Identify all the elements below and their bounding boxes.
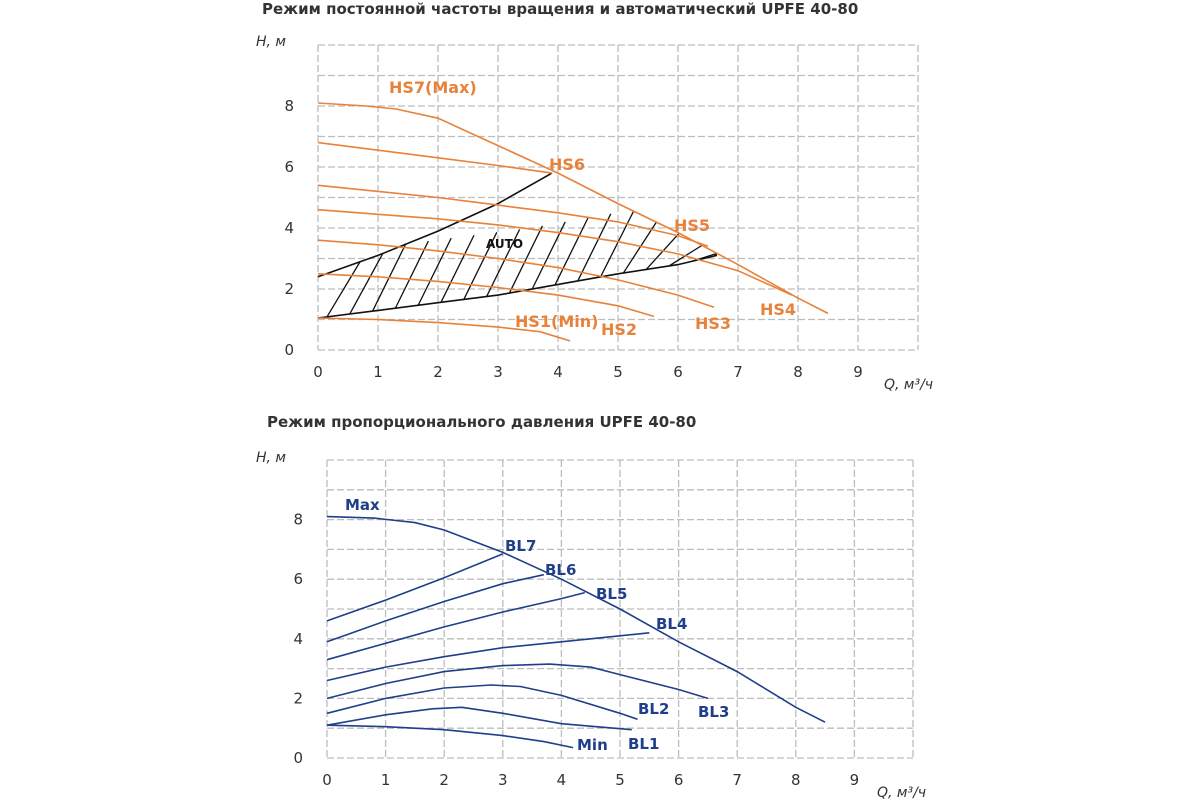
curve-hs3 [317,239,715,309]
curve-bl7 [326,553,504,622]
chart2-x-tick-label: 6 [674,771,684,789]
curve-min [326,724,574,749]
chart2-x-tick-label: 7 [732,771,742,789]
chart1-x-tick-label: 9 [853,363,863,381]
label-hs5: HS5 [674,216,710,235]
label-bl6: BL6 [545,561,576,579]
label-hs2: HS2 [601,320,637,339]
auto-upper-boundary [317,172,553,278]
curve-hs2 [317,273,655,318]
chart1-x-tick-label: 8 [793,363,803,381]
chart2-y-tick-label: 8 [293,511,303,529]
curve-max [326,515,826,723]
label-bl4: BL4 [656,615,687,633]
chart1-title: Режим постоянной частоты вращения и авто… [262,0,859,18]
chart2-xlabel: Q, м³/ч [877,785,926,800]
chart1-ylabel: H, м [256,34,286,50]
chart2-x-tick-label: 3 [498,771,508,789]
auto-hatch-line [417,237,452,306]
auto-lower-boundary [317,254,718,319]
chart2-y-tick-label: 2 [293,689,303,707]
curve-hs7-max [317,102,829,315]
chart2-x-tick-label: 5 [615,771,625,789]
auto-hatch-line [440,234,475,303]
curve-hs1-min [317,317,571,342]
auto-hatch-line [349,253,384,315]
auto-hatch-line [554,217,589,286]
auto-hatch-line [577,213,612,282]
curve-bl4 [326,632,650,682]
label-hs3: HS3 [695,314,731,333]
auto-hatch-line [622,221,657,274]
chart1-x-tick-label: 0 [313,363,323,381]
curve-hs4 [317,208,793,296]
chart1-x-tick-label: 3 [493,363,503,381]
label-bl5: BL5 [596,585,627,603]
chart1-y-tick-label: 8 [284,97,294,115]
label-auto: AUTO [486,237,523,251]
curve-hs6 [317,141,553,174]
chart2-x-tick-label: 4 [557,771,567,789]
chart1-x-tick-label: 6 [673,363,683,381]
label-bl1: BL1 [628,735,659,753]
chart2-x-tick-label: 2 [439,771,449,789]
auto-hatch-line [463,232,498,300]
chart2-title: Режим пропорционального давления UPFE 40… [267,413,697,431]
chart2-y-tick-label: 0 [293,749,303,767]
auto-hatch-line [600,210,635,278]
chart2-plot: 0 1 2 3 4 5 6 7 8 9 0 2 4 6 8 [293,459,914,789]
label-hs7: HS7(Max) [389,78,477,97]
label-hs6: HS6 [549,155,585,174]
chart1-x-tick-label: 5 [613,363,623,381]
auto-hatch-line [394,240,429,309]
chart2-x-tick-label: 0 [322,771,332,789]
auto-hatch-line [486,229,521,297]
label-bl3: BL3 [698,703,729,721]
curve-hs5 [317,184,709,248]
chart2-ylabel: H, м [256,450,286,466]
label-max: Max [345,496,380,514]
chart2-y-tick-label: 4 [293,630,303,648]
chart1-xlabel: Q, м³/ч [884,377,933,393]
chart2-x-tick-label: 8 [791,771,801,789]
auto-hatch-line [508,225,543,294]
chart1-y-tick-label: 6 [284,158,294,176]
chart1-x-tick-label: 4 [553,363,563,381]
chart1-y-tick-label: 4 [284,219,294,237]
curve-bl1 [326,706,632,731]
chart1-x-tick-label: 7 [733,363,743,381]
curve-bl5 [326,591,585,661]
chart1-x-tick-label: 2 [433,363,443,381]
chart2-x-tick-label: 1 [381,771,391,789]
chart1-y-tick-label: 0 [284,341,294,359]
curve-bl6 [326,573,544,643]
label-bl2: BL2 [638,700,669,718]
label-bl7: BL7 [505,537,536,555]
curve-bl3 [326,663,709,700]
auto-hatch-line [691,252,718,262]
curve-bl2 [326,684,638,721]
auto-hatch-line [326,261,361,318]
chart1-plot: 0 1 2 3 4 5 6 7 8 9 0 2 4 6 8 [284,44,919,381]
chart2-y-tick-label: 6 [293,570,303,588]
label-hs1: HS1(Min) [515,312,598,331]
chart1-y-tick-label: 2 [284,280,294,298]
chart1-x-tick-label: 1 [373,363,383,381]
chart2-x-tick-label: 9 [850,771,860,789]
label-min: Min [577,736,608,754]
label-hs4: HS4 [760,300,796,319]
